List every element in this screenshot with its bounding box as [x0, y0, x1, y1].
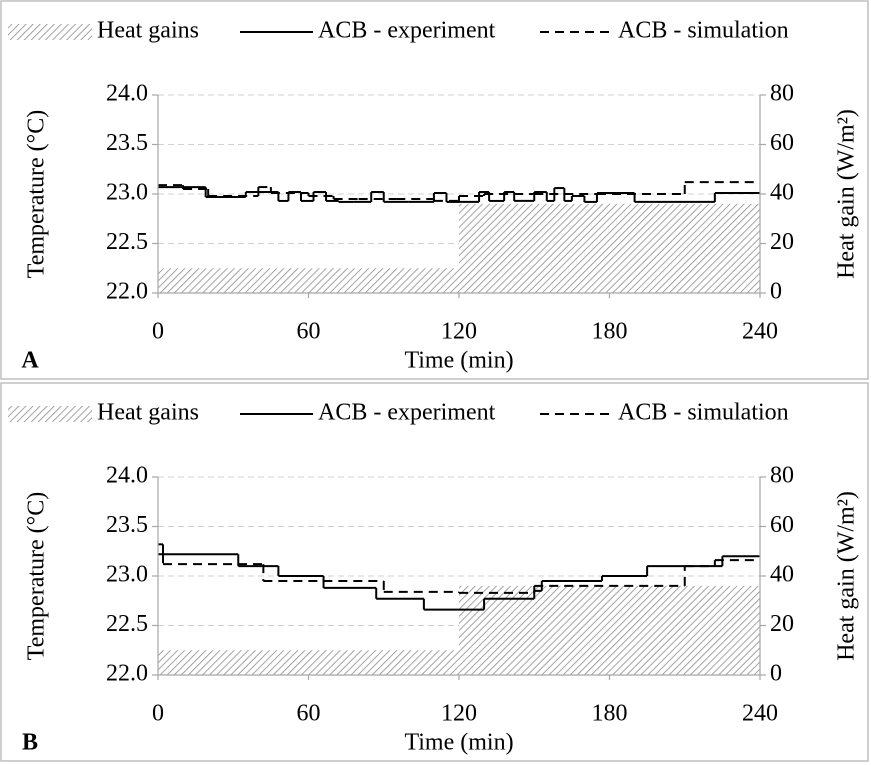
legend-swatch: [8, 406, 92, 422]
legend-label: Heat gains: [97, 18, 199, 44]
y-axis-title: Temperature (°C): [24, 492, 50, 661]
legend-label: ACB - experiment: [318, 18, 496, 44]
y-tick-label: 23.0: [106, 562, 148, 588]
x-axis-title: Time (min): [404, 348, 513, 374]
y-tick-label: 23.0: [106, 180, 148, 206]
panel-border: [0, 0, 869, 380]
legend-swatch: [8, 24, 92, 40]
y-tick-label: 22.5: [106, 611, 148, 637]
x-tick-label: 120: [441, 319, 477, 345]
heat-gain-area: [158, 585, 760, 675]
x-tick-label: 180: [592, 319, 628, 345]
panel-label: B: [22, 730, 38, 756]
y2-tick-label: 60: [770, 512, 794, 538]
x-tick-label: 240: [742, 701, 778, 727]
x-tick-label: 0: [152, 701, 164, 727]
x-tick-label: 240: [742, 319, 778, 345]
y-tick-label: 22.0: [106, 279, 148, 305]
y2-axis-title: Heat gain (W/m²): [834, 491, 860, 661]
heat-gain-area: [158, 203, 760, 293]
y2-tick-label: 20: [770, 611, 794, 637]
legend-label: Heat gains: [97, 400, 199, 426]
y-tick-label: 24.0: [106, 81, 148, 107]
y2-tick-label: 40: [770, 180, 794, 206]
legend-label: ACB - simulation: [618, 18, 789, 44]
x-tick-label: 120: [441, 701, 477, 727]
x-tick-label: 0: [152, 319, 164, 345]
y-tick-label: 22.0: [106, 661, 148, 687]
y2-tick-label: 40: [770, 562, 794, 588]
legend-label: ACB - experiment: [318, 400, 496, 426]
y2-tick-label: 80: [770, 463, 794, 489]
x-tick-label: 180: [592, 701, 628, 727]
y2-tick-label: 0: [770, 279, 782, 305]
legend-label: ACB - simulation: [618, 400, 789, 426]
y2-tick-label: 20: [770, 229, 794, 255]
y2-tick-label: 0: [770, 661, 782, 687]
y-tick-label: 22.5: [106, 229, 148, 255]
y2-axis-title: Heat gain (W/m²): [834, 109, 860, 279]
y-tick-label: 24.0: [106, 463, 148, 489]
y-axis-title: Temperature (°C): [24, 110, 50, 279]
x-tick-label: 60: [297, 701, 321, 727]
y-tick-label: 23.5: [106, 130, 148, 156]
y2-tick-label: 80: [770, 81, 794, 107]
y2-tick-label: 60: [770, 130, 794, 156]
x-axis-title: Time (min): [404, 730, 513, 756]
panel-border: [0, 382, 869, 762]
y-tick-label: 23.5: [106, 512, 148, 538]
x-tick-label: 60: [297, 319, 321, 345]
panel-label: A: [21, 348, 39, 374]
